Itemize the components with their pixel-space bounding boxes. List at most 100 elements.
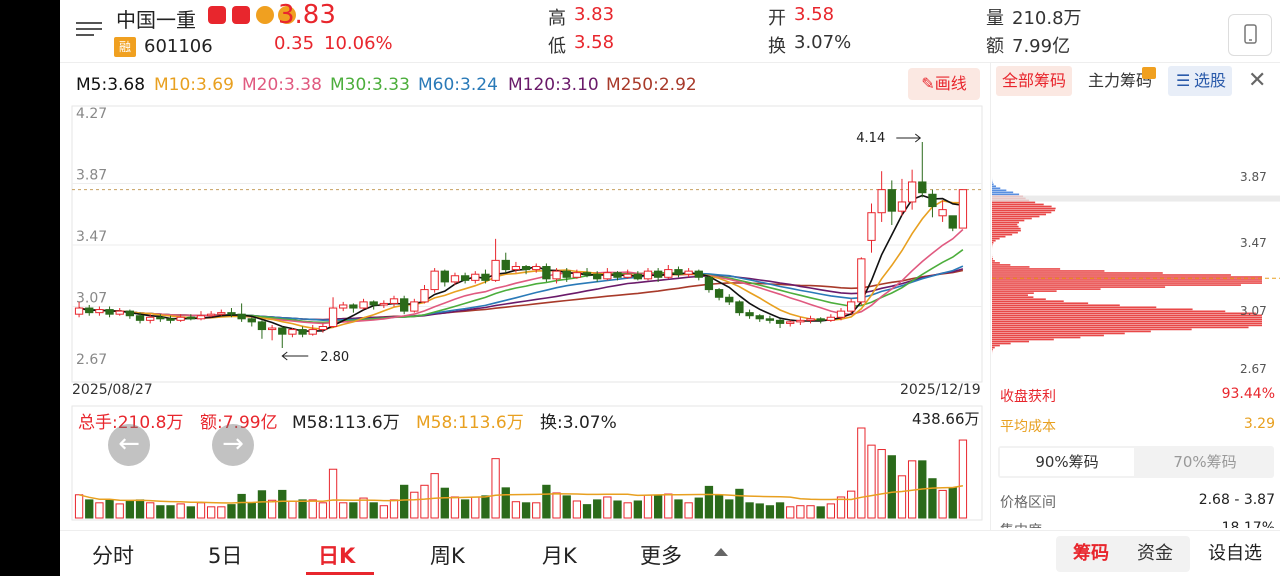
chip-bar-loss: [992, 191, 1014, 194]
chip-bar-profit: [992, 274, 1231, 276]
candle-down: [582, 272, 592, 275]
chip-bar-profit: [992, 217, 1032, 220]
volume-bar-down: [257, 490, 267, 519]
last-price: 3.83: [278, 0, 336, 30]
prev-arrow-button[interactable]: ←: [108, 424, 150, 466]
menu-icon[interactable]: [76, 22, 102, 36]
candle-up: [491, 259, 500, 281]
candle-down: [704, 276, 714, 291]
kline-chart-area[interactable]: 4.27 3.87 3.47 3.07 2.67 4.14 2.80: [60, 100, 990, 530]
tab-all-chips[interactable]: 全部筹码: [996, 66, 1073, 96]
candle-up: [217, 312, 226, 315]
chips-button[interactable]: 筹码: [1073, 543, 1109, 564]
volume-value: 210.8万: [1012, 8, 1082, 29]
volume-bar-down: [765, 505, 775, 519]
candle-up: [643, 270, 653, 280]
chip-bar-profit: [992, 272, 1163, 274]
candle-down: [735, 301, 744, 314]
candle-down: [521, 266, 531, 271]
volume-bar-down: [775, 502, 785, 519]
landscape-toggle-button[interactable]: [1228, 14, 1272, 56]
chip-bar-profit: [992, 280, 1262, 282]
volume-bar-up: [836, 496, 846, 519]
vol-max-label: 438.66万: [912, 410, 980, 428]
ma30-label: M30:3.33: [330, 75, 410, 95]
select-stock-button[interactable]: ☰ 选股: [1168, 66, 1233, 96]
avg-cost-value: 3.29: [1243, 416, 1275, 432]
chip-bar-profit: [992, 239, 996, 242]
candle-up: [877, 189, 886, 214]
chip-tick-0: 3.87: [1240, 170, 1267, 184]
chip-bar-profit: [992, 322, 1262, 325]
seg-70-button[interactable]: 70%筹码: [1173, 453, 1237, 471]
candle-down: [257, 321, 267, 331]
chip-bar-profit: [992, 326, 1249, 329]
stock-name: 中国一重: [116, 8, 196, 32]
arrow-left-icon: ←: [118, 429, 140, 459]
add-watchlist-button[interactable]: 设自选: [1208, 543, 1262, 564]
chip-bar-profit: [992, 203, 1044, 206]
tab-daily-k[interactable]: 日K: [318, 544, 356, 568]
volume-bar-up: [684, 502, 693, 519]
close-icon[interactable]: ✕: [1248, 68, 1267, 93]
next-arrow-button[interactable]: →: [212, 424, 254, 466]
chip-bar-loss: [992, 189, 1007, 192]
lock-badge-icon: [1142, 67, 1156, 79]
seg-90-button[interactable]: 90%筹码: [1000, 448, 1134, 476]
avg-cost-label: 平均成本: [1000, 419, 1056, 435]
volume-bar-down: [237, 493, 246, 519]
candle-up: [176, 316, 185, 321]
tab-5day[interactable]: 5日: [208, 544, 243, 568]
volume-bar-up: [288, 500, 297, 519]
chip-bar-profit: [992, 328, 1192, 331]
volume-bar-down: [135, 499, 145, 519]
turnover-label: 换: [768, 36, 786, 57]
volume-bar-down: [521, 502, 531, 519]
ma60-label: M60:3.24: [418, 75, 498, 95]
volume-ma-line: [78, 484, 964, 504]
chip-bar-profit: [992, 346, 995, 349]
chip-bar-profit: [992, 308, 1193, 311]
tab-intraday[interactable]: 分时: [92, 544, 134, 568]
chip-bar-profit: [992, 334, 1104, 337]
chip-bar-profit: [992, 320, 1262, 323]
volume-bar-down: [735, 488, 744, 519]
chip-bar-profit: [992, 348, 993, 351]
volume-bar-up: [420, 484, 429, 519]
volume-bar-down: [125, 500, 135, 519]
candle-down: [593, 273, 602, 280]
candle-down: [166, 318, 175, 321]
candle-down: [85, 307, 94, 314]
volume-bar-up: [389, 499, 399, 519]
volume-bar-down: [481, 495, 490, 519]
tab-main-chips[interactable]: 主力筹码: [1088, 71, 1153, 90]
chip-bar-profit: [992, 282, 1262, 284]
tab-weekly-k[interactable]: 周K: [430, 544, 465, 568]
candle-down: [765, 318, 775, 321]
tab-monthly-k[interactable]: 月K: [542, 544, 577, 568]
volume-bar-down: [887, 455, 896, 519]
candle-up: [389, 298, 399, 304]
caret-up-icon[interactable]: [714, 548, 728, 556]
vol-m58-orange: M58:113.6万: [416, 413, 524, 433]
volume-bar-down: [298, 499, 307, 519]
candle-down: [400, 298, 409, 312]
ma120-line: [78, 268, 964, 321]
tab-more[interactable]: 更多: [640, 544, 682, 568]
candle-down: [369, 301, 378, 306]
chip-bar-profit: [992, 318, 1262, 321]
volume-bar-down: [156, 505, 165, 519]
chip-bar-profit: [992, 332, 1125, 335]
candle-down: [186, 316, 195, 320]
volume-bar-up: [206, 506, 216, 519]
capital-button[interactable]: 资金: [1137, 543, 1173, 564]
candle-down: [349, 304, 358, 309]
chip-bar-profit: [992, 336, 1081, 339]
candle-down: [227, 312, 236, 315]
chip-bar-profit: [992, 211, 1052, 214]
volume-bar-up: [664, 493, 673, 519]
candle-up: [847, 301, 856, 312]
draw-line-button[interactable]: ✎画线: [908, 68, 980, 100]
candle-down: [298, 329, 307, 335]
volume-bar-up: [491, 458, 500, 519]
